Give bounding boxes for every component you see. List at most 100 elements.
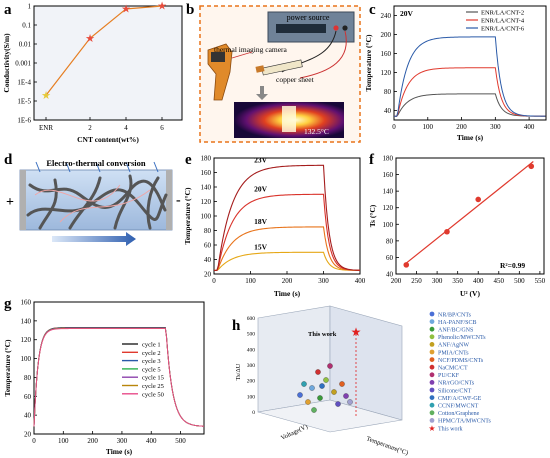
series-lines-e	[214, 164, 361, 271]
h-floor	[257, 399, 403, 433]
data-point-h	[343, 393, 349, 399]
electrode-right	[166, 170, 172, 230]
panel-label-b: b	[186, 2, 194, 18]
data-point-h	[301, 381, 307, 387]
y-tick-label-f: 60	[386, 254, 394, 262]
panel-label-c: c	[369, 2, 376, 18]
camera-pointer	[231, 51, 253, 59]
data-point-a: ★	[157, 1, 167, 13]
plus-sign: +	[6, 195, 14, 210]
thermal-temp: 132.5°C	[304, 127, 329, 136]
x-tick-label-a: 6	[160, 124, 164, 132]
data-point-h	[297, 392, 303, 398]
y-axis-label-f: Ts (°C)	[368, 204, 377, 227]
y-tick-label-e: 160	[201, 169, 212, 177]
z-axis-label-h: Ts/ΔU	[235, 363, 242, 380]
legend-label-h: ANF/AgNW	[438, 343, 469, 349]
x-tick-label-f: 400	[473, 277, 484, 285]
y-axis-label-c: Temperature (°C)	[364, 34, 373, 91]
series-points-a: ★ ★ ★ ★	[41, 1, 167, 102]
x-tick-label-g: 500	[175, 437, 186, 445]
data-point-h	[315, 369, 321, 375]
annotation-c: 20V	[400, 9, 414, 18]
legend-marker-h	[429, 395, 435, 400]
x-tick-label-e: 300	[318, 277, 329, 285]
y-tick-label-a: 0.01	[19, 41, 32, 49]
x-tick-label-c: 0	[392, 123, 396, 131]
y-tick-label-g: 120	[21, 336, 32, 344]
terminal-red	[333, 25, 339, 31]
series-line-g	[33, 328, 205, 427]
legend-label-h: HPMC/TA/MWCNTs	[438, 419, 491, 425]
y-tick-label-g: 100	[21, 355, 32, 363]
x-ticks-f: 200 250 300 350 400 450 500 550	[391, 271, 546, 285]
legend-label-g: cycle 25	[142, 383, 164, 390]
x-tick-label-f: 350	[452, 277, 463, 285]
legend-label-h: NaCMC/CT	[438, 366, 468, 372]
camera-label: thermal imaging camera	[214, 45, 288, 54]
y-tick-label-c: 240	[381, 12, 392, 20]
legend-label-g: cycle 50	[142, 391, 164, 398]
legend-marker-h	[429, 311, 435, 317]
panel-a: a 1E-6 1E-5 1E-4 0.001 0.01 0.1 1 ENR 2 4 6 ★ ★ ★ ★ …	[2, 1, 183, 144]
legend-label-h: NR/rGO/CNTs	[438, 381, 475, 387]
x-tick-label-g: 100	[58, 437, 69, 445]
legend-marker-h	[429, 334, 435, 340]
y-tick-label-g: 60	[24, 393, 32, 401]
axes-f	[395, 157, 545, 275]
y-ticks-f: 40 60 80 100 120 140 160 180	[383, 155, 399, 279]
y-tick-label-a: 1E-6	[17, 117, 31, 125]
legend-label-h: CMF/A/CWF-GE	[438, 396, 482, 402]
data-point-h	[327, 363, 333, 369]
data-point-a: ★	[121, 3, 131, 15]
legend-label-h: ANF/BC/GNS	[438, 328, 473, 334]
data-point-h	[309, 385, 315, 391]
panel-c: c 40 80 120 160 200 240 0 100 200 300 400 20V ENR…	[364, 2, 547, 142]
x-tick-label-c: 100	[423, 123, 434, 131]
data-point-h	[347, 399, 353, 405]
y-tick-label-e: 40	[204, 256, 212, 264]
x-tick-label-a: 4	[124, 124, 128, 132]
z-tick-label-h: 200	[247, 379, 256, 385]
y-tick-label-c: 120	[381, 69, 392, 77]
y-axis-label-g: Temperature (°C)	[3, 339, 12, 396]
x-tick-label-e: 400	[355, 277, 366, 285]
x-ticks-c: 0 100 200 300 400	[392, 117, 535, 131]
wire-2	[299, 30, 347, 79]
series-line-e	[214, 193, 361, 271]
x-tick-label-c: 200	[456, 123, 467, 131]
panel-b: b power source thermal imaging camera co…	[186, 2, 361, 143]
x1-axis-label-h: Voltage(V)	[280, 423, 309, 442]
thermal-paths	[34, 184, 151, 223]
copper-clip	[255, 65, 265, 73]
data-point-h	[317, 395, 323, 401]
data-point-a: ★	[41, 90, 51, 102]
series-line-c	[394, 93, 546, 117]
x-axis-label-c: Time (s)	[457, 133, 484, 142]
y-tick-label-a: 1E-5	[17, 98, 31, 106]
legend-label-c: ENR/LA/CNT-4	[481, 18, 525, 25]
axes-c	[393, 5, 547, 121]
data-point-h	[335, 401, 341, 407]
y-tick-label-g: 140	[21, 317, 32, 325]
panel-f: f 40 60 80 100 120 140 160 180 200 250 300 350 400 4…	[368, 152, 546, 298]
y-tick-label-f: 100	[383, 221, 394, 229]
legend-marker-h	[429, 387, 435, 393]
panel-label-a: a	[4, 2, 12, 18]
x-tick-label-g: 0	[32, 437, 36, 445]
x-tick-label-f: 300	[432, 277, 443, 285]
y-tick-label-c: 40	[384, 107, 392, 115]
x-tick-label-f: 550	[535, 277, 546, 285]
x-axis-label-a: CNT content(wt%)	[77, 135, 139, 144]
series-label-e: 15V	[254, 242, 268, 251]
y-tick-label-a: 0.1	[22, 22, 31, 30]
y-ticks-a: 1E-6 1E-5 1E-4 0.001 0.01 0.1 1	[15, 3, 37, 125]
x-tick-label-g: 200	[87, 437, 98, 445]
legend-marker-h	[429, 372, 435, 378]
y-tick-label-e: 80	[204, 227, 212, 235]
data-point-f	[403, 262, 410, 268]
legend-label-h: PU/CKF	[438, 373, 460, 379]
